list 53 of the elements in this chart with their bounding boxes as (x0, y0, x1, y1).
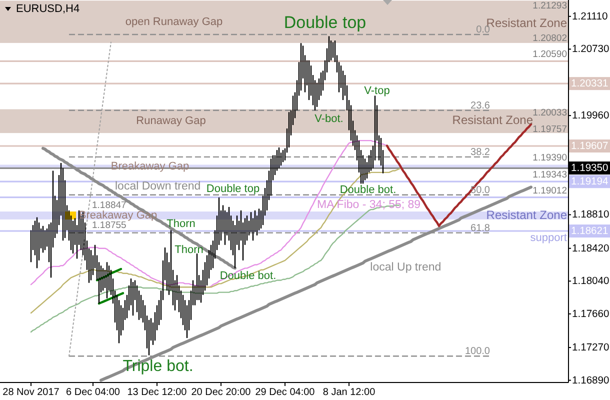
ref-line-label: 1.19194 (571, 176, 608, 188)
annotation: 100.0 (464, 346, 490, 357)
annotation: support (530, 232, 567, 244)
ref-line-label: 1.19607 (571, 140, 608, 152)
annotation: V-top (364, 85, 390, 97)
annotation: 1.20590 (532, 48, 567, 60)
annotation: Thorn (174, 244, 204, 256)
annotation: 1.19012 (532, 184, 567, 196)
line-series (96, 268, 122, 282)
annotation: 61.8 (470, 222, 490, 234)
ref-line-label: 1.20331 (571, 78, 608, 90)
annotation: Resistant Zone (486, 208, 568, 222)
annotation: 1.19757 (532, 124, 567, 135)
x-tick-label: 6 Dec 04:00 (66, 386, 120, 398)
annotation: V-bot. (314, 113, 344, 125)
series-label: local Up trend (370, 261, 442, 274)
annotation: 1.20802 (532, 32, 567, 44)
chart-title: EURUSD,H4 (16, 3, 80, 15)
annotation: 50.0 (470, 184, 490, 196)
annotation: 1.18755 (92, 219, 126, 230)
ref-line-label: 1.18621 (571, 226, 608, 237)
x-tick-label: 28 Nov 2017 (2, 386, 60, 398)
y-tick-label: 1.17270 (572, 342, 610, 354)
series-label: local Down trend (115, 180, 201, 192)
annotation: 1.18847 (92, 200, 126, 211)
annotation: Double top (284, 12, 366, 32)
y-tick-label: 1.16890 (572, 374, 610, 386)
annotation: 38.2 (470, 146, 490, 158)
x-tick-label: 20 Dec 20:00 (191, 386, 252, 398)
annotation: 1.19343 (532, 168, 567, 180)
x-tick-label: 13 Dec 12:00 (127, 386, 188, 398)
annotation: 1.19390 (532, 152, 567, 164)
text: 1.19350 (571, 162, 608, 174)
y-tick-label: 1.17660 (572, 308, 610, 320)
annotation: Double top (206, 183, 260, 195)
x-tick-label: 8 Jan 12:00 (322, 386, 376, 398)
annotation: 0.0 (476, 24, 490, 35)
y-tick-label: 1.18420 (572, 242, 610, 254)
annotation: Resistant Zone (452, 113, 534, 127)
x-tick-label: 29 Dec 04:00 (255, 386, 316, 398)
annotation: 23.6 (470, 100, 490, 111)
annotation: Triple bot. (122, 358, 194, 374)
y-tick-label: 1.18810 (572, 209, 610, 220)
annotation: 1.21293 (532, 0, 567, 11)
band-label: open Runaway Gap (125, 16, 223, 28)
annotation: 1.20033 (532, 106, 567, 118)
y-tick-label: 1.21110 (572, 10, 608, 22)
annotation: Thorn (166, 218, 196, 230)
y-tick-label: 1.19960 (572, 110, 610, 122)
band-label: Runaway Gap (136, 115, 206, 128)
y-tick-label: 1.20730 (572, 44, 610, 55)
line-series (98, 292, 124, 305)
y-tick-label: 1.18040 (572, 276, 610, 287)
